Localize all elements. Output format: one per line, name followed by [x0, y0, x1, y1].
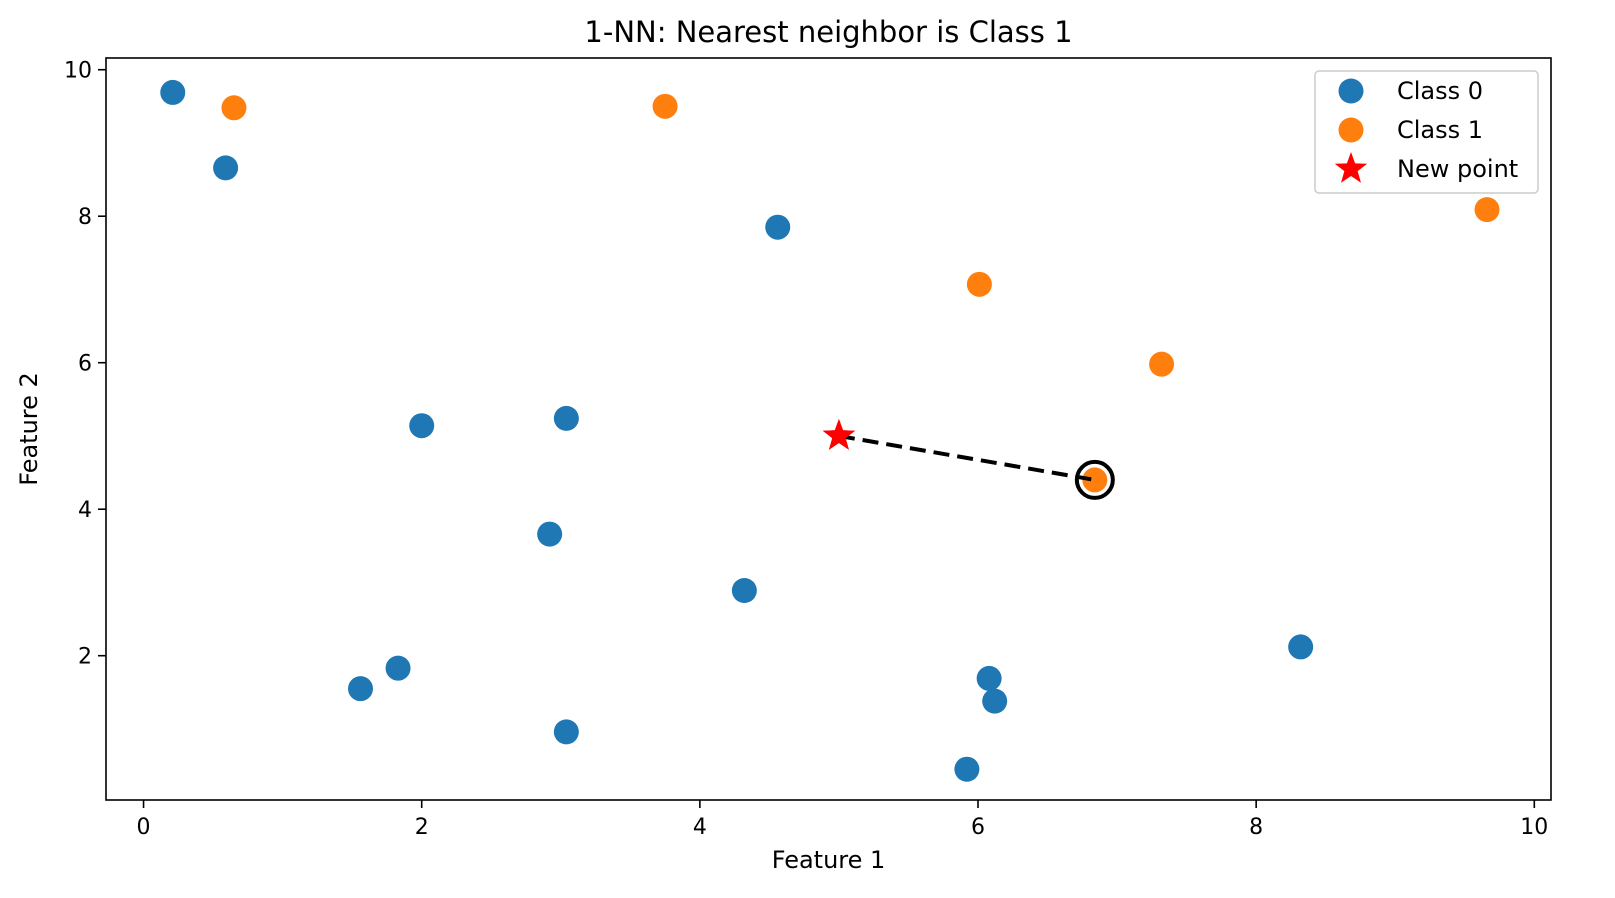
point-class-0 — [731, 578, 757, 604]
y-axis-ticks: 2 4 6 8 10 — [64, 59, 106, 670]
x-axis-ticks: 0 2 4 6 8 10 — [137, 800, 1548, 840]
legend-label: Class 1 — [1397, 116, 1483, 144]
plot-area — [160, 79, 1500, 782]
x-tick-label: 6 — [971, 815, 985, 840]
point-class-1 — [1082, 467, 1108, 493]
point-class-0 — [213, 155, 239, 181]
y-tick-label: 4 — [78, 498, 92, 523]
point-class-0 — [553, 405, 579, 431]
point-class-0 — [982, 688, 1008, 714]
x-tick-label: 8 — [1249, 815, 1263, 840]
legend-marker-new-point — [1334, 152, 1368, 183]
point-class-0 — [348, 676, 374, 702]
point-class-1 — [1149, 351, 1175, 377]
point-class-0 — [1288, 634, 1314, 660]
x-axis-label: Feature 1 — [772, 846, 886, 874]
legend-marker-class-1 — [1338, 117, 1364, 143]
data-marks — [160, 79, 1500, 782]
x-tick-label: 10 — [1520, 815, 1548, 840]
legend: Class 0 Class 1 New point — [1314, 70, 1539, 194]
point-class-1 — [1474, 197, 1500, 223]
y-tick-label: 6 — [78, 352, 92, 377]
nearest-neighbor-ring — [1074, 459, 1115, 500]
point-class-0 — [954, 756, 980, 782]
y-tick-label: 2 — [78, 645, 92, 670]
nearest-neighbor-line — [838, 433, 1096, 482]
legend-label: Class 0 — [1397, 77, 1483, 105]
x-tick-label: 0 — [137, 815, 151, 840]
point-class-0 — [537, 521, 563, 547]
point-class-1 — [221, 95, 247, 121]
point-class-0 — [553, 719, 579, 745]
point-class-0 — [385, 655, 411, 681]
nearest-neighbor-overlay — [822, 418, 1115, 500]
point-class-0 — [160, 79, 186, 105]
chart-title: 1-NN: Nearest neighbor is Class 1 — [584, 15, 1072, 49]
point-class-0 — [409, 413, 435, 439]
point-class-1 — [652, 93, 678, 119]
legend-marker-class-0 — [1338, 78, 1364, 104]
new-point-star — [822, 418, 856, 450]
legend-box — [1314, 70, 1539, 194]
y-tick-label: 10 — [64, 59, 92, 84]
x-tick-label: 4 — [693, 815, 707, 840]
point-class-1 — [966, 271, 992, 297]
point-class-0 — [976, 665, 1002, 691]
point-class-0 — [765, 214, 791, 240]
y-axis-label: Feature 2 — [15, 372, 43, 486]
axes-frame — [105, 57, 1552, 801]
legend-label: New point — [1397, 155, 1518, 183]
x-tick-label: 2 — [415, 815, 429, 840]
y-tick-label: 8 — [78, 205, 92, 230]
